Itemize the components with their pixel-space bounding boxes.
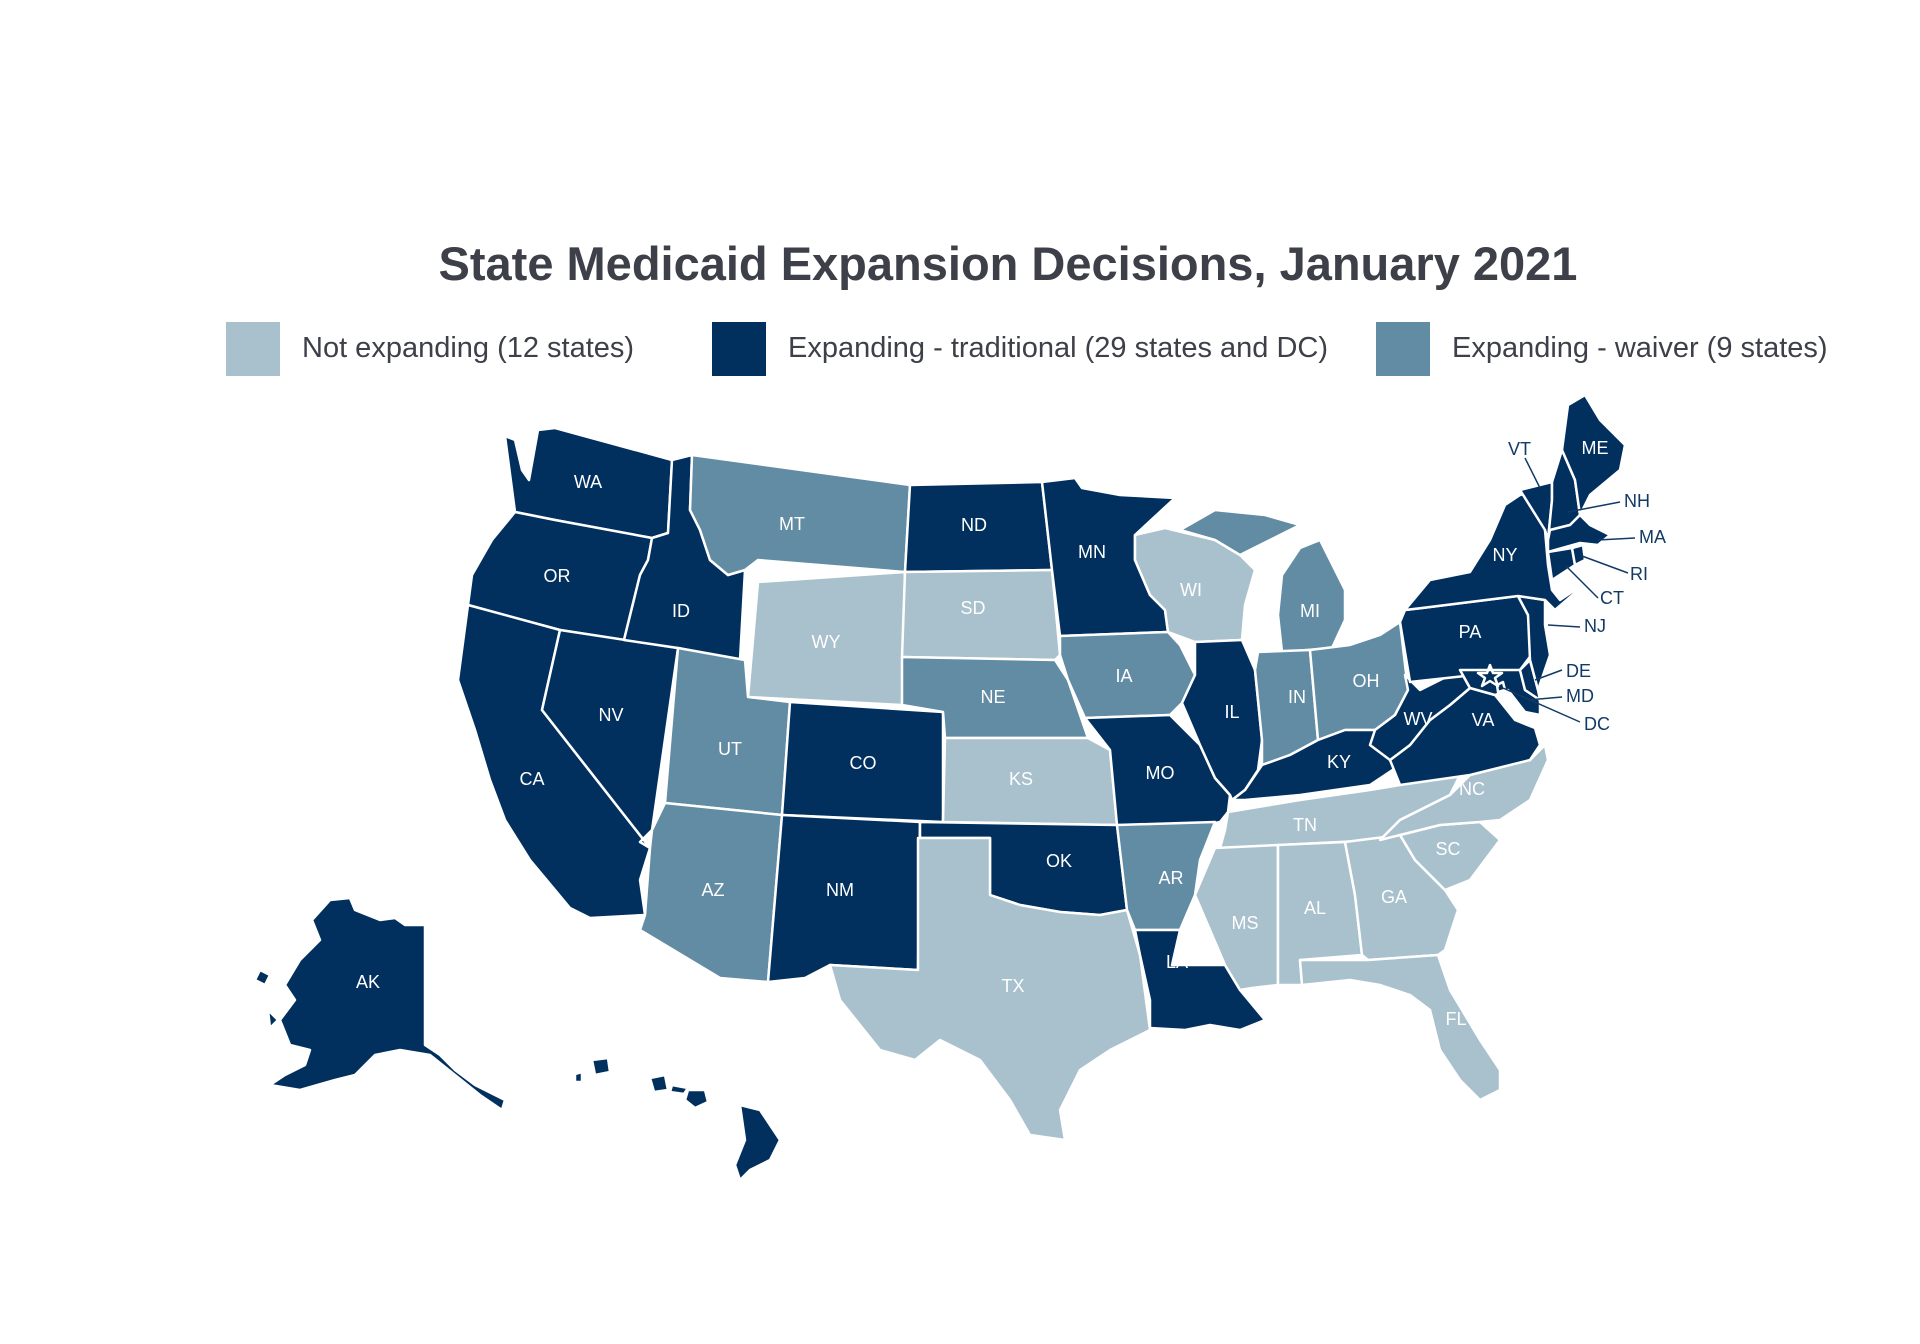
state-HI-kauai[interactable]: [590, 1056, 612, 1077]
state-label-KS: KS: [1009, 769, 1033, 789]
state-FL[interactable]: [1298, 953, 1502, 1102]
state-label-AL: AL: [1304, 898, 1326, 918]
state-label-WY: WY: [812, 632, 841, 652]
state-label-OK: OK: [1046, 851, 1072, 871]
state-label-CO: CO: [850, 753, 877, 773]
state-label-OH: OH: [1353, 671, 1380, 691]
state-label-TX: TX: [1001, 976, 1024, 996]
state-HI-molokai[interactable]: [668, 1083, 690, 1096]
state-label-AZ: AZ: [701, 880, 724, 900]
state-label-PA: PA: [1459, 622, 1482, 642]
state-ME[interactable]: [1560, 393, 1627, 517]
state-label-ID: ID: [672, 601, 690, 621]
state-label-MN: MN: [1078, 542, 1106, 562]
leader-line-de: [1534, 669, 1563, 681]
state-MA[interactable]: [1546, 513, 1612, 554]
state-label-DC: DC: [1584, 714, 1610, 734]
leader-line-ri: [1581, 555, 1629, 574]
state-label-NM: NM: [826, 880, 854, 900]
state-label-NV: NV: [598, 705, 623, 725]
state-label-IN: IN: [1288, 687, 1306, 707]
leader-line-md: [1527, 696, 1563, 701]
leader-lines: [1502, 457, 1636, 723]
state-label-IL: IL: [1224, 702, 1239, 722]
state-label-SC: SC: [1435, 839, 1460, 859]
legend-item-expanding-traditional: Expanding - traditional (29 states and D…: [712, 321, 1328, 376]
state-label-FL: FL: [1445, 1009, 1466, 1029]
state-CT[interactable]: [1546, 546, 1577, 582]
state-labels: WA OR CA NV ID MT WY UT AZ CO NM ND SD N…: [356, 438, 1666, 1149]
state-label-GA: GA: [1381, 887, 1407, 907]
leader-line-ct: [1565, 565, 1599, 599]
state-label-MO: MO: [1146, 763, 1175, 783]
legend-swatch-expanding-waiver: [1376, 321, 1430, 376]
state-label-RI: RI: [1630, 564, 1648, 584]
state-label-TN: TN: [1293, 815, 1317, 835]
state-label-ND: ND: [961, 515, 987, 535]
state-label-MA: MA: [1639, 527, 1666, 547]
state-label-NC: NC: [1459, 779, 1485, 799]
legend-label-not-expanding: Not expanding (12 states): [302, 332, 635, 364]
state-label-ME: ME: [1582, 438, 1609, 458]
state-label-MI: MI: [1300, 601, 1320, 621]
state-label-NH: NH: [1624, 491, 1650, 511]
state-HI-maui[interactable]: [683, 1088, 710, 1110]
state-label-UT: UT: [718, 739, 742, 759]
state-label-NJ: NJ: [1584, 616, 1606, 636]
legend-item-not-expanding: Not expanding (12 states): [226, 321, 634, 376]
state-label-HI: HI: [672, 1129, 690, 1149]
state-label-AR: AR: [1158, 868, 1183, 888]
state-LA[interactable]: [1133, 928, 1267, 1032]
state-label-MS: MS: [1232, 913, 1259, 933]
state-DC[interactable]: [1495, 680, 1507, 694]
state-RI[interactable]: [1570, 543, 1587, 567]
state-SD[interactable]: [900, 568, 1062, 662]
state-DE[interactable]: [1518, 658, 1542, 702]
dc-star-icon: [1476, 663, 1504, 688]
leader-line-vt: [1524, 457, 1541, 489]
state-label-SD: SD: [960, 598, 985, 618]
state-label-VT: VT: [1508, 439, 1531, 459]
state-label-LA: LA: [1166, 952, 1188, 972]
state-label-MT: MT: [779, 514, 805, 534]
state-HI-oahu[interactable]: [648, 1073, 670, 1094]
state-HI-niihau[interactable]: [573, 1070, 584, 1084]
state-HI-big-island[interactable]: [733, 1103, 782, 1182]
state-label-IA: IA: [1115, 666, 1132, 686]
legend-label-expanding-waiver: Expanding - waiver (9 states): [1452, 332, 1828, 364]
state-label-CA: CA: [519, 769, 544, 789]
state-label-DE: DE: [1566, 661, 1591, 681]
state-NJ[interactable]: [1516, 594, 1552, 692]
state-AK[interactable]: [253, 896, 507, 1112]
state-label-NE: NE: [980, 687, 1005, 707]
state-label-WA: WA: [574, 472, 602, 492]
state-label-MD: MD: [1566, 686, 1594, 706]
leader-line-nh: [1567, 501, 1621, 513]
state-IA[interactable]: [1058, 630, 1197, 720]
leader-line-ma: [1597, 537, 1636, 541]
state-label-WV: WV: [1404, 709, 1433, 729]
state-label-VA: VA: [1472, 710, 1495, 730]
map-title: State Medicaid Expansion Decisions, Janu…: [438, 237, 1578, 290]
legend-swatch-expanding-traditional: [712, 321, 766, 376]
state-NC[interactable]: [1378, 743, 1550, 842]
state-label-WI: WI: [1180, 580, 1202, 600]
state-label-OR: OR: [544, 566, 571, 586]
legend-swatch-not-expanding: [226, 321, 280, 376]
state-shapes: [253, 393, 1627, 1182]
state-label-AK: AK: [356, 972, 380, 992]
legend-item-expanding-waiver: Expanding - waiver (9 states): [1376, 321, 1828, 376]
state-label-NY: NY: [1492, 545, 1517, 565]
state-label-CT: CT: [1600, 588, 1624, 608]
legend-label-expanding-traditional: Expanding - traditional (29 states and D…: [788, 332, 1329, 364]
state-TX[interactable]: [828, 836, 1152, 1142]
leader-line-dc: [1502, 687, 1581, 723]
state-label-KY: KY: [1327, 752, 1351, 772]
leader-line-nj: [1547, 624, 1581, 628]
state-AR[interactable]: [1115, 820, 1217, 932]
